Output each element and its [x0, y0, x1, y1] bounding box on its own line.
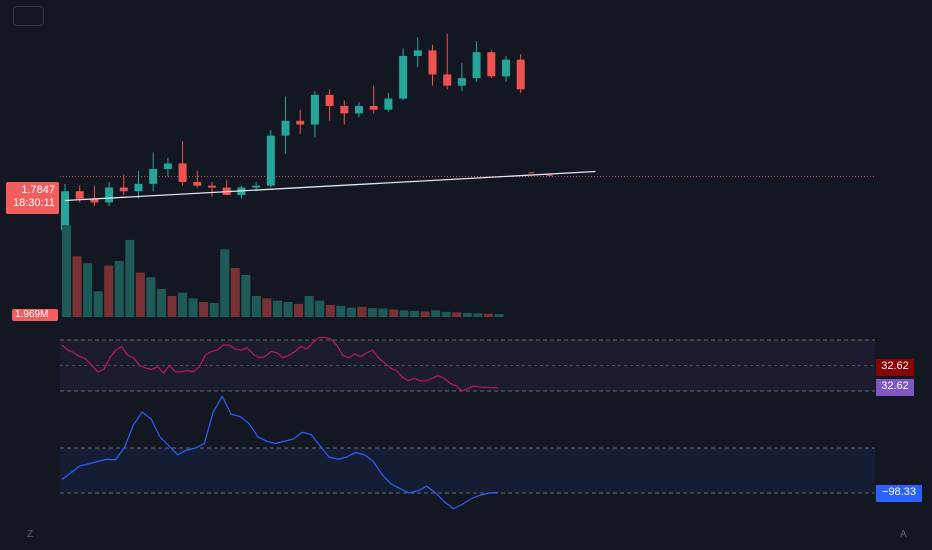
volume-bar	[399, 310, 409, 317]
candle-body	[61, 191, 69, 231]
rsi-pane	[60, 336, 875, 392]
auto-scale-button[interactable]: A	[900, 529, 907, 540]
cci-pane	[60, 394, 875, 510]
volume-bar	[220, 249, 230, 317]
volume-bar	[199, 302, 209, 317]
volume-bar	[241, 274, 251, 317]
last-price-value: 1.7847	[21, 184, 55, 196]
candle-body	[105, 187, 114, 203]
candle-body	[325, 94, 334, 106]
volume-bar	[294, 303, 304, 317]
volume-bar	[304, 295, 314, 317]
candle-body	[502, 59, 510, 77]
candle-body	[75, 191, 84, 199]
volume-bar	[410, 310, 420, 317]
cci-value-label: −98.33	[876, 485, 922, 502]
candle-body	[90, 198, 99, 203]
candle-body	[178, 163, 187, 182]
volume-bar	[146, 277, 156, 317]
volume-bar	[357, 306, 367, 317]
rsi-value-label: 32.62	[876, 359, 914, 376]
volume-bar	[494, 314, 504, 317]
volume-bar	[135, 272, 145, 317]
volume-bar	[441, 311, 451, 317]
volume-bar	[378, 308, 388, 317]
volume-bar	[167, 295, 177, 317]
volume-bar	[93, 291, 103, 317]
volume-bar	[272, 300, 282, 317]
timeframe-button[interactable]	[13, 6, 44, 26]
cci-line	[61, 394, 499, 510]
volume-bar	[178, 292, 188, 317]
volume-bar	[483, 313, 493, 317]
volume-bar	[125, 239, 135, 317]
candle-body	[193, 181, 202, 186]
candle-body	[340, 105, 349, 114]
volume-label: 1.969M	[12, 309, 58, 321]
volume-bar	[420, 311, 430, 317]
volume-bar	[367, 308, 377, 317]
volume-bar	[62, 225, 72, 317]
candlestick-pane	[60, 33, 874, 234]
volume-bar	[209, 302, 219, 317]
candle-body	[119, 187, 128, 192]
candle-body	[443, 74, 452, 86]
candle-body	[149, 169, 158, 184]
candle-body	[516, 59, 525, 90]
volume-bar	[452, 312, 462, 317]
volume-bar	[462, 312, 472, 317]
rsi-ma-value-label: 32.62	[876, 379, 914, 396]
volume-bar	[283, 302, 293, 317]
candle-body	[252, 185, 261, 188]
volume-bar	[262, 298, 272, 317]
candle-body	[428, 50, 437, 75]
candle-body	[310, 94, 319, 125]
candle-body	[413, 50, 422, 56]
candle-body	[472, 52, 481, 79]
candle-body	[296, 120, 305, 125]
volume-bar	[431, 310, 441, 317]
volume-bar	[156, 288, 166, 317]
scale-toggle-left[interactable]: Z	[27, 529, 34, 540]
candle-body	[163, 163, 172, 170]
volume-bar	[473, 313, 483, 317]
trendline	[64, 170, 596, 202]
candle-countdown: 18:30:11	[12, 197, 55, 209]
candle-body	[369, 105, 378, 110]
volume-bar	[346, 307, 356, 317]
cci-band	[60, 448, 875, 493]
volume-bar	[336, 305, 346, 317]
volume-bar	[188, 298, 198, 317]
volume-bar	[251, 295, 261, 317]
volume-bar	[388, 309, 399, 317]
candle-body	[281, 120, 290, 136]
candle-body	[208, 185, 216, 188]
candle-body	[399, 55, 408, 99]
candle-body	[487, 52, 496, 77]
volume-bar	[315, 300, 325, 317]
volume-bar	[230, 267, 240, 317]
volume-bar	[72, 256, 82, 317]
candle-body	[355, 105, 363, 114]
candle-body	[266, 135, 275, 186]
last-price-label: 1.7847 18:30:11	[6, 182, 59, 214]
volume-bar	[83, 263, 93, 317]
rsi-line	[61, 336, 498, 392]
volume-bar	[104, 265, 114, 317]
candle-body	[457, 78, 466, 86]
volume-pane	[62, 225, 504, 317]
candle-body	[134, 183, 143, 192]
candle-body	[384, 98, 393, 110]
volume-bar	[325, 304, 335, 317]
volume-bar	[114, 260, 124, 317]
